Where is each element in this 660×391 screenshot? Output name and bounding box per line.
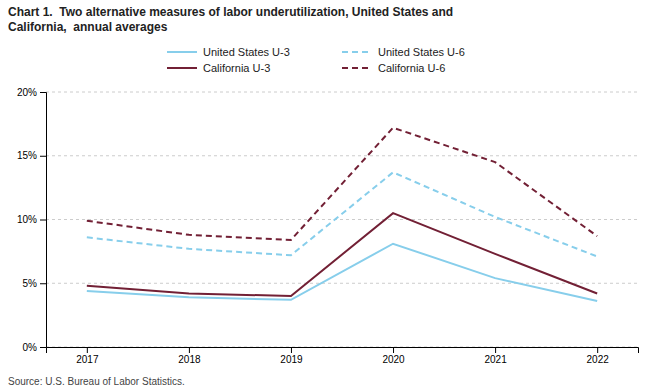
legend-label: California U-6: [378, 62, 445, 74]
title-line: Chart 1. Two alternative measures of lab…: [8, 5, 453, 19]
grid-line: [46, 92, 638, 93]
x-tick: 2018: [178, 347, 201, 365]
y-tick: 20%: [17, 87, 46, 98]
x-tick-mark: [495, 347, 496, 353]
x-tick: 2021: [484, 347, 507, 365]
legend-label: California U-3: [203, 62, 270, 74]
legend-item: United States U-6: [342, 46, 465, 58]
x-tick-label: 2017: [76, 354, 99, 365]
x-tick-label: 2018: [178, 354, 201, 365]
y-tick-mark: [40, 156, 46, 157]
legend: United States U-3 United States U-6 Califo…: [167, 46, 465, 74]
legend-swatch: [342, 67, 372, 69]
legend-swatch: [167, 67, 197, 69]
series-line: [87, 128, 597, 240]
x-tick-mark: [87, 347, 88, 353]
x-tick-mark: [291, 347, 292, 353]
grid: [46, 92, 638, 347]
x-tick-label: 2020: [382, 354, 405, 365]
y-tick: 10%: [17, 214, 46, 225]
grid-line: [46, 155, 638, 156]
y-tick-label: 20%: [17, 87, 37, 98]
y-tick-label: 10%: [17, 214, 37, 225]
grid-line: [46, 283, 638, 284]
legend-item: United States U-3: [167, 46, 290, 58]
x-axis-line: [47, 348, 639, 354]
legend-swatch: [167, 51, 197, 53]
y-tick-label: 5%: [23, 278, 38, 289]
x-axis: 2017 2018 2019 2020 2021 2022: [47, 347, 639, 365]
legend-label: United States U-6: [378, 46, 465, 58]
chart-svg: Chart 1. Two alternative measures of lab…: [0, 0, 660, 391]
x-tick-label: 2021: [484, 354, 507, 365]
y-axis-line: [40, 93, 47, 348]
y-tick: 5%: [23, 278, 46, 289]
y-tick-label: 15%: [17, 150, 37, 161]
x-tick-mark: [393, 347, 394, 353]
y-tick-mark: [40, 220, 46, 221]
legend-swatch: [342, 51, 372, 53]
series-line: [87, 213, 597, 296]
x-tick: 2019: [280, 347, 303, 365]
chart-title: Chart 1. Two alternative measures of lab…: [8, 5, 453, 34]
y-tick-mark: [40, 92, 46, 93]
plot-area: 2017 2018 2019 2020 2021 2022 0% 5% 10% 15% 20%: [17, 87, 639, 365]
x-tick-mark: [189, 347, 190, 353]
y-tick-mark: [40, 283, 46, 284]
x-tick-mark: [597, 347, 598, 353]
y-tick: 15%: [17, 150, 46, 161]
x-tick-label: 2019: [280, 354, 303, 365]
y-axis: 0% 5% 10% 15% 20%: [17, 87, 47, 353]
legend-label: United States U-3: [203, 46, 290, 58]
y-tick-label: 0%: [23, 342, 38, 353]
annotation: Source: U.S. Bureau of Labor Statistics.: [8, 376, 185, 387]
y-tick: 0%: [23, 342, 46, 353]
legend-item: California U-3: [167, 62, 270, 74]
title-line: California, annual averages: [8, 20, 168, 34]
y-tick-mark: [40, 347, 46, 348]
chart-container: Chart 1. Two alternative measures of lab…: [0, 0, 660, 391]
x-tick-label: 2022: [587, 354, 610, 365]
x-tick: 2017: [76, 347, 99, 365]
lines: [87, 128, 597, 301]
x-tick: 2022: [587, 347, 610, 365]
x-tick: 2020: [382, 347, 405, 365]
legend-item: California U-6: [342, 62, 445, 74]
grid-line: [46, 219, 638, 220]
